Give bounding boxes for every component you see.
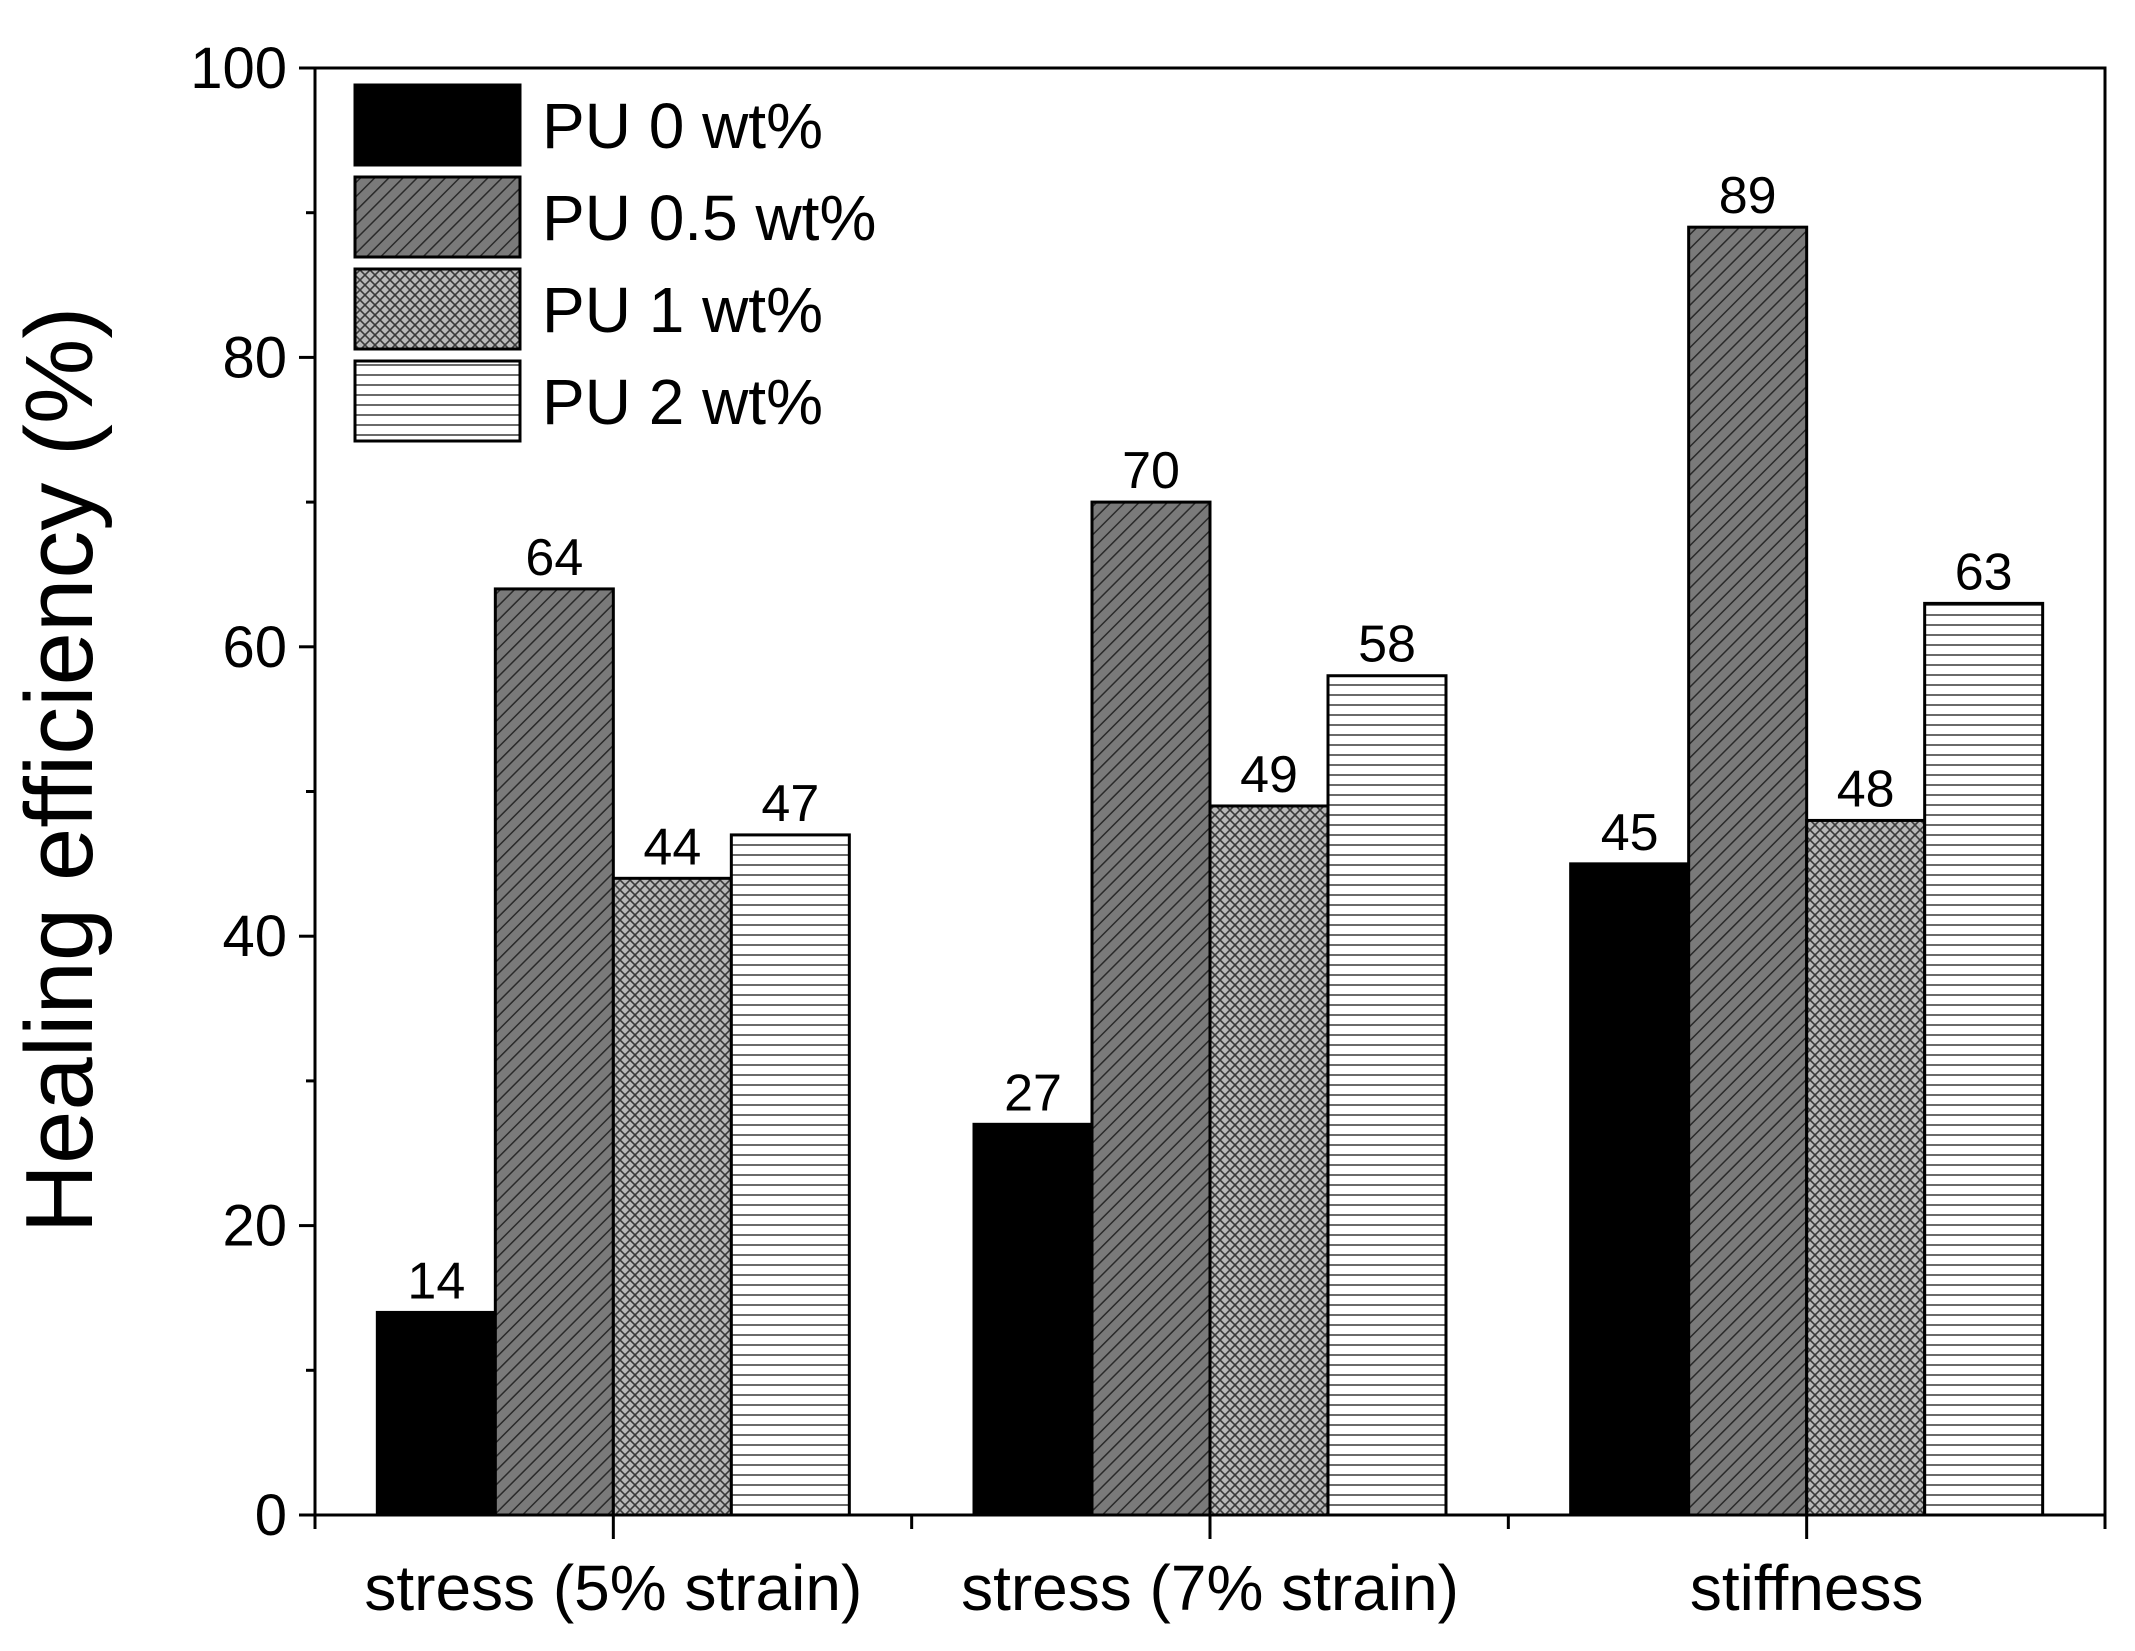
data-label: 89 [1719,167,1777,225]
bar-3-2 [1208,804,1330,1517]
legend-swatch [353,83,522,167]
x-category-label: stiffness [1690,1552,1924,1624]
data-label: 58 [1358,616,1416,674]
y-tick-label: 40 [222,904,287,969]
y-tick-label: 20 [222,1194,287,1259]
data-label: 49 [1240,746,1298,804]
data-label: 14 [407,1252,465,1310]
bar-2-2 [1090,500,1212,1517]
data-label: 47 [761,775,819,833]
bar-2-1 [493,587,615,1517]
bar-3-3 [1805,818,1927,1517]
data-label: 48 [1837,760,1895,818]
legend-label: PU 1 wt% [542,274,823,346]
data-label: 45 [1601,804,1659,862]
legend-swatch [353,175,522,259]
legend-label: PU 0 wt% [542,90,823,162]
y-tick-label: 60 [222,615,287,680]
data-label: 70 [1122,442,1180,500]
data-label: 64 [525,529,583,587]
data-label: 27 [1004,1064,1062,1122]
axes-layer: 0 20 40 60 80 100 stress (5% strain) stress (7%… [190,36,2107,1624]
legend-swatch [353,267,522,351]
y-tick-label: 100 [190,36,287,101]
bar-1-1 [375,1310,497,1517]
legend-swatch [353,359,522,443]
data-label: 44 [643,818,701,876]
x-category-label: stress (7% strain) [961,1552,1459,1624]
data-label: 63 [1955,543,2013,601]
bar-4-2 [1326,674,1448,1517]
bar-4-1 [729,833,851,1517]
data-labels-layer: 14 64 44 47 27 70 49 58 45 89 48 63 [407,167,2012,1310]
y-tick-label: 80 [222,325,287,390]
y-axis-title: Healing efficiency (%) [6,307,113,1234]
bar-2-3 [1687,225,1809,1517]
y-tick-label: 0 [255,1483,287,1548]
legend: PU 0 wt% PU 0.5 wt% PU 1 wt% PU 2 wt% [353,83,876,443]
bar-1-3 [1569,862,1691,1517]
bar-1-2 [972,1122,1094,1517]
bars-layer [375,225,2045,1517]
x-category-label: stress (5% strain) [364,1552,862,1624]
bar-3-1 [611,876,733,1517]
bar-4-3 [1923,601,2045,1517]
legend-label: PU 0.5 wt% [542,182,876,254]
legend-label: PU 2 wt% [542,366,823,438]
